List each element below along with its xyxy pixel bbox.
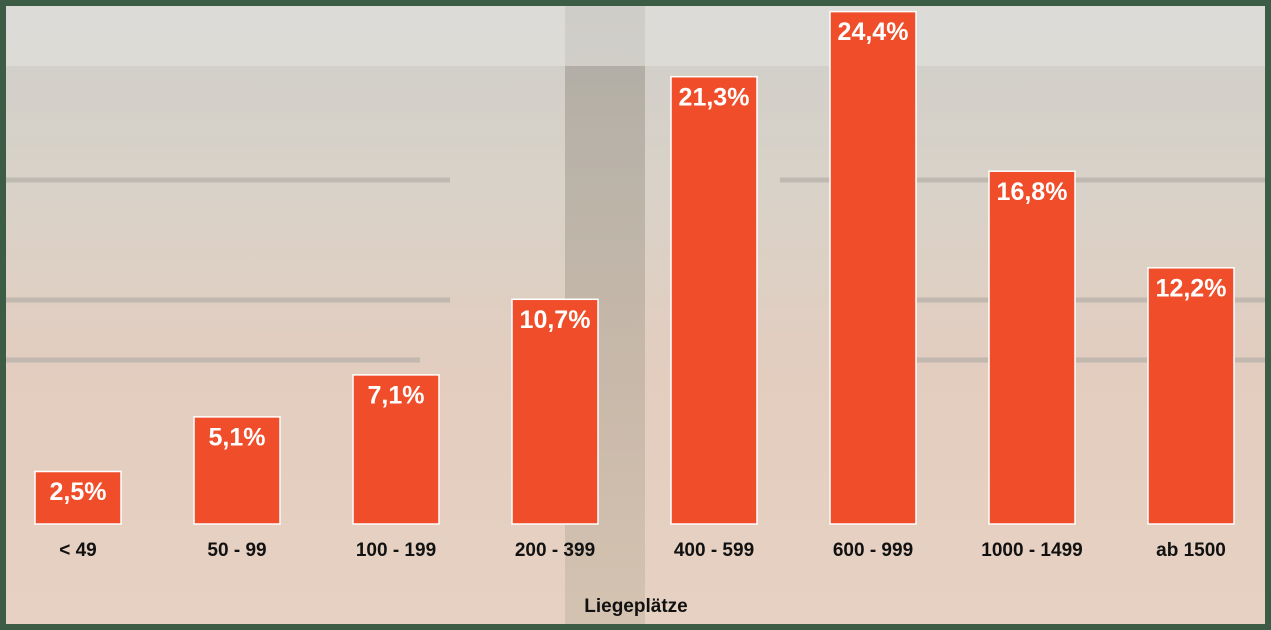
ceiling bbox=[6, 6, 1265, 66]
bar bbox=[193, 416, 281, 525]
bar bbox=[352, 374, 440, 525]
x-tick-label: 200 - 399 bbox=[515, 540, 595, 561]
x-tick-label: < 49 bbox=[59, 540, 97, 561]
x-tick-label: 100 - 199 bbox=[356, 540, 436, 561]
x-tick-label: 600 - 999 bbox=[833, 540, 913, 561]
bar bbox=[34, 470, 122, 525]
x-tick-label: 400 - 599 bbox=[674, 540, 754, 561]
value-label: 2,5% bbox=[50, 478, 107, 506]
x-axis-label: Liegeplätze bbox=[584, 596, 687, 617]
bar bbox=[829, 10, 917, 525]
bar bbox=[670, 75, 758, 525]
value-label: 16,8% bbox=[997, 178, 1068, 206]
x-tick-label: 1000 - 1499 bbox=[981, 540, 1082, 561]
value-label: 21,3% bbox=[679, 83, 750, 111]
bar bbox=[1147, 267, 1235, 525]
value-label: 7,1% bbox=[368, 382, 425, 410]
value-label: 24,4% bbox=[838, 18, 909, 46]
x-tick-label: ab 1500 bbox=[1156, 540, 1226, 561]
value-label: 10,7% bbox=[520, 306, 591, 334]
bar bbox=[511, 298, 599, 525]
value-label: 5,1% bbox=[209, 424, 266, 452]
bar bbox=[988, 170, 1076, 525]
x-tick-label: 50 - 99 bbox=[207, 540, 266, 561]
value-label: 12,2% bbox=[1156, 274, 1227, 302]
